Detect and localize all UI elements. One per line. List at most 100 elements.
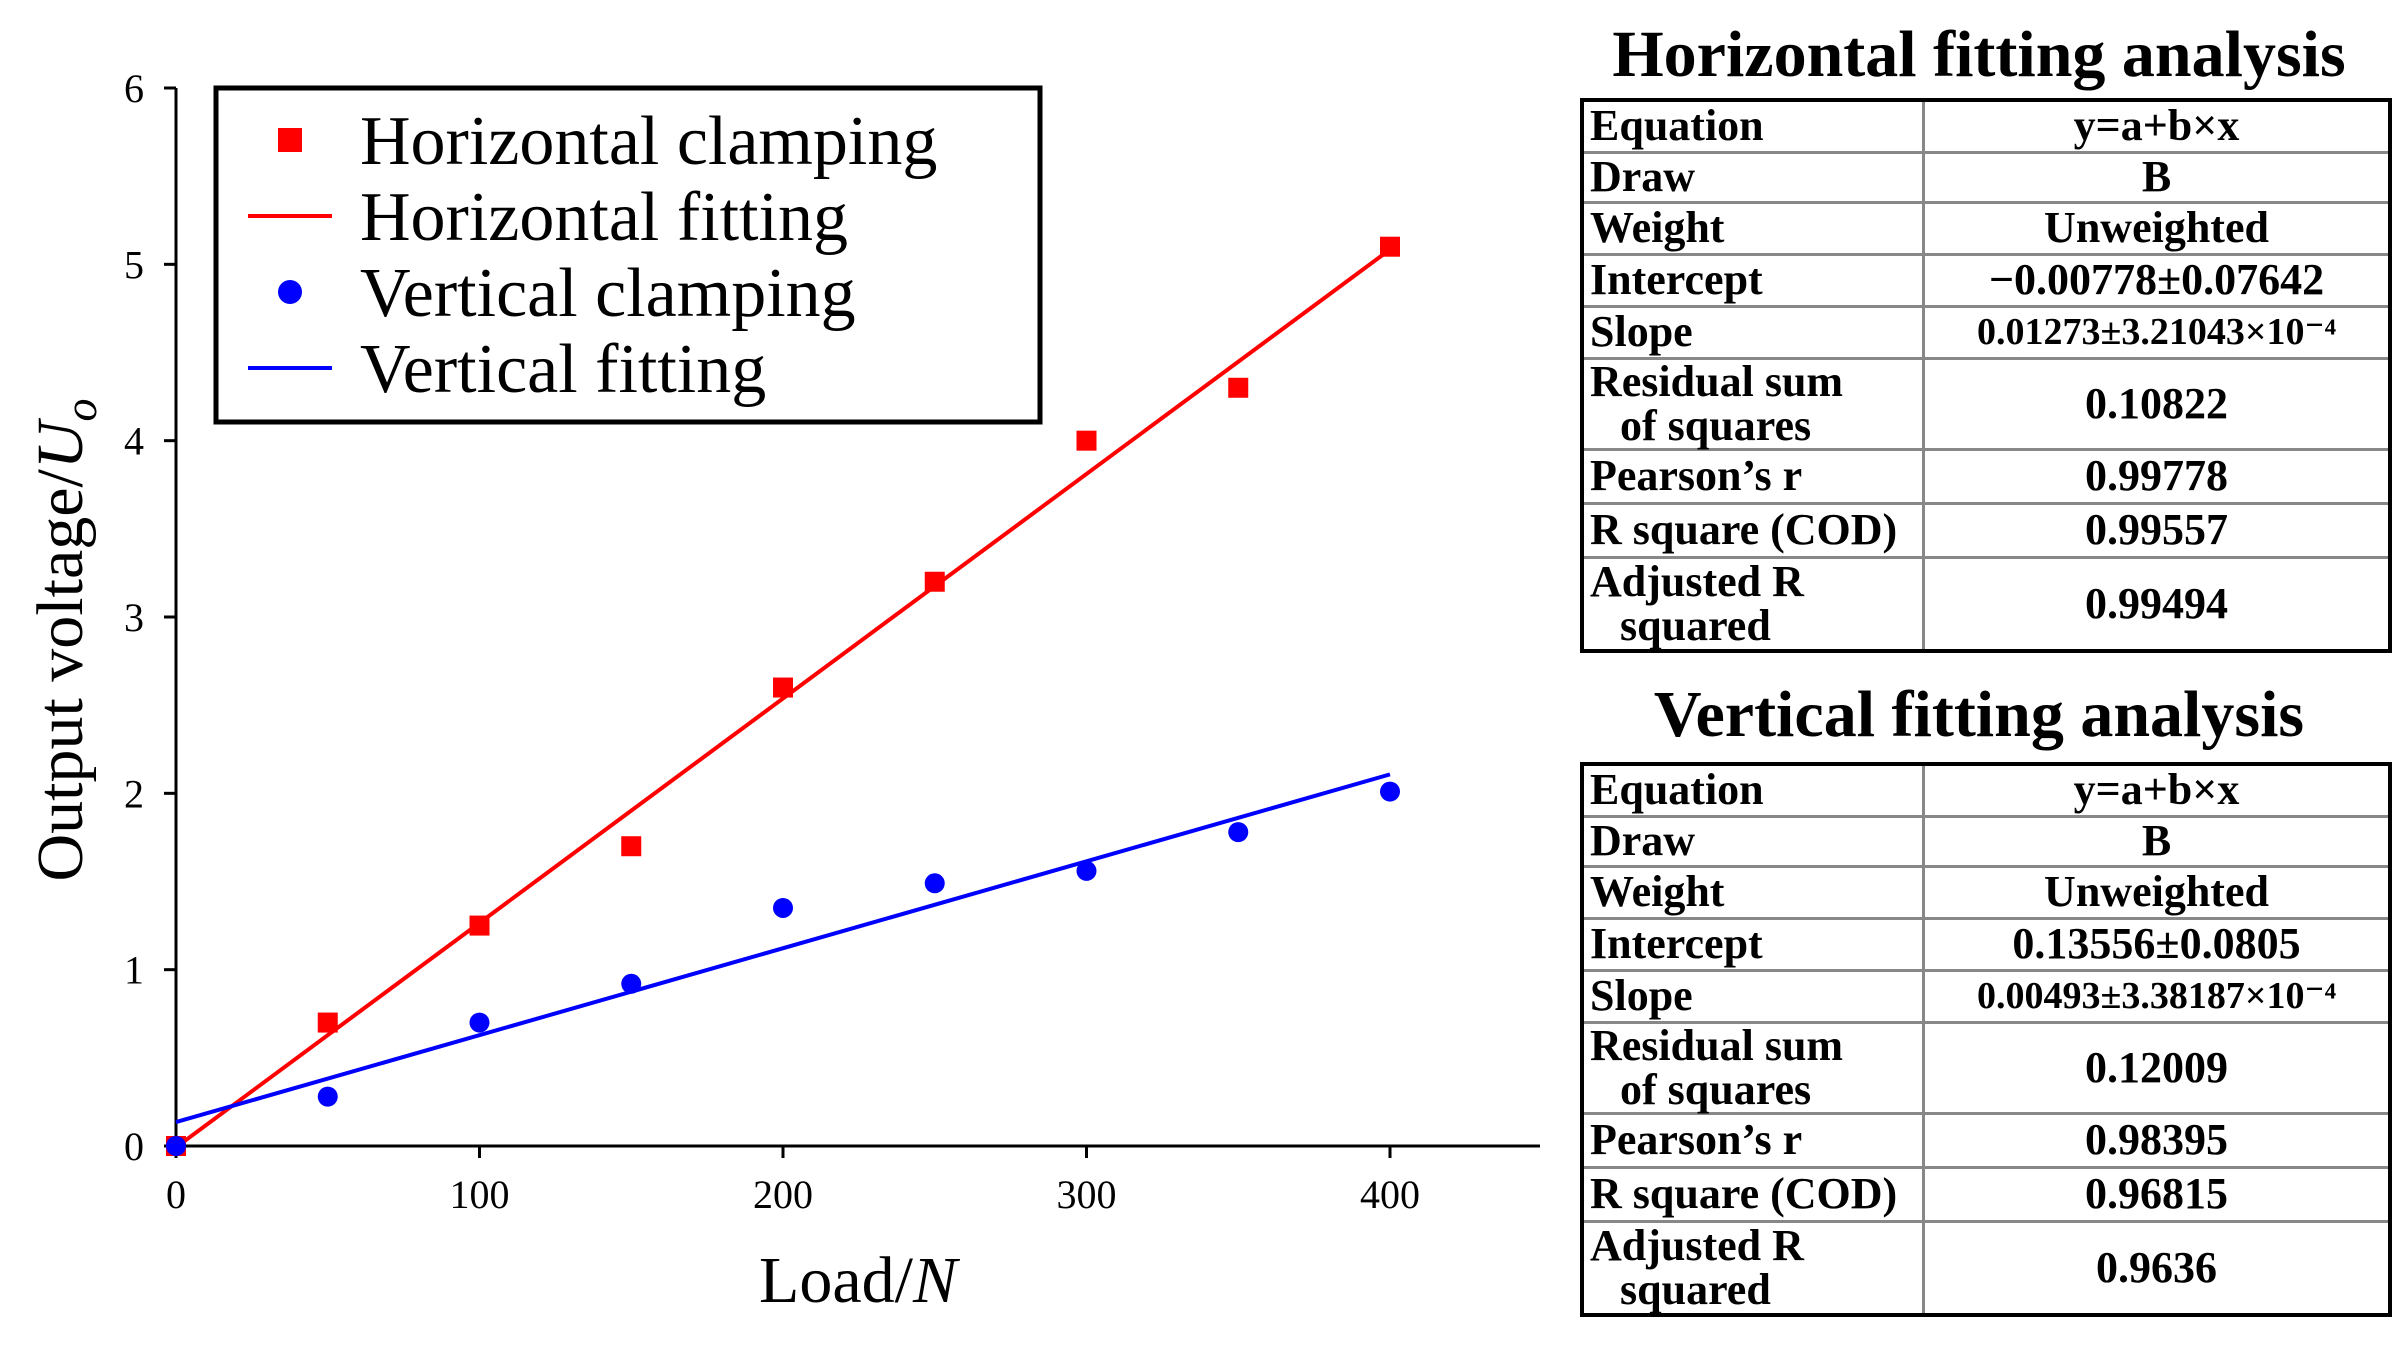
table-row: Equation y=a+b×x: [1580, 762, 2392, 818]
x-tick-label: 400: [1360, 1172, 1420, 1217]
param-name-line2: of squares: [1620, 1064, 1812, 1114]
table-row: Equation y=a+b×x: [1580, 98, 2392, 154]
param-name-line1: Slope: [1590, 971, 1693, 1020]
data-point-square: [773, 677, 793, 698]
param-value: 0.00493±3.38187×10⁻⁴: [1922, 968, 2392, 1024]
data-point-square: [1076, 430, 1097, 451]
data-point-circle: [621, 973, 642, 994]
data-point-circle: [1380, 781, 1400, 802]
param-name-line2: of squares: [1620, 400, 1812, 450]
param-name: Equation: [1580, 762, 1925, 818]
table-row: Pearson’s r 0.98395: [1580, 1111, 2392, 1169]
param-name-line1: Slope: [1590, 307, 1693, 356]
param-name-line1: Pearson’s r: [1590, 451, 1803, 500]
y-tick-label: 5: [124, 242, 144, 287]
param-name-line1: Draw: [1590, 152, 1696, 201]
table-row: Slope 0.01273±3.21043×10⁻⁴: [1580, 304, 2392, 360]
horizontal-analysis-table: Equation y=a+b×x Draw B Weight Unweighted Inte…: [1580, 98, 2392, 653]
legend-label: Vertical fitting: [360, 331, 766, 408]
y-tick-label: 0: [124, 1124, 144, 1169]
legend-box: [213, 85, 1043, 425]
data-point-circle: [1076, 860, 1097, 881]
vertical-analysis-title: Vertical fitting analysis: [1653, 678, 2305, 751]
y-tick-label: 3: [124, 595, 144, 640]
param-name: Draw: [1580, 814, 1925, 868]
param-value: 0.99557: [1922, 501, 2392, 559]
param-name-line1: R square (COD): [1590, 505, 1898, 554]
table-row: Pearson’s r 0.99778: [1580, 447, 2392, 505]
param-name: Pearson’s r: [1580, 1111, 1925, 1169]
x-axis-label: Load/N: [759, 1244, 961, 1317]
param-name: Weight: [1580, 200, 1925, 256]
horizontal-analysis-title: Horizontal fitting analysis: [1612, 18, 2346, 91]
param-name: R square (COD): [1580, 501, 1925, 559]
param-name: Equation: [1580, 98, 1925, 154]
data-point-circle: [317, 1086, 338, 1107]
fit-line: [175, 772, 1391, 1125]
y-tick-label: 6: [124, 66, 144, 111]
param-name: Slope: [1580, 304, 1925, 360]
param-name: Slope: [1580, 968, 1925, 1024]
param-name-line1: Equation: [1590, 101, 1764, 151]
data-point-circle: [166, 1136, 186, 1156]
x-tick-label: 300: [1057, 1172, 1117, 1217]
data-point-circle: [773, 897, 793, 918]
param-value: 0.10822: [1922, 356, 2392, 451]
legend-label: Horizontal clamping: [360, 103, 937, 180]
param-value: 0.13556±0.0805: [1922, 916, 2392, 972]
table-row: R square (COD) 0.96815: [1580, 1165, 2392, 1223]
data-point-square: [924, 571, 945, 592]
legend-label: Vertical clamping: [360, 255, 856, 332]
table-row: R square (COD) 0.99557: [1580, 501, 2392, 559]
param-name-line1: Adjusted R: [1590, 556, 1804, 606]
param-name: Draw: [1580, 150, 1925, 204]
y-tick-label: 2: [124, 771, 144, 816]
y-axis-label: Output voltage/Uo: [24, 398, 106, 881]
table-row: Residual sum of squares 0.12009: [1580, 1020, 2392, 1115]
param-value: B: [1922, 150, 2392, 204]
data-point-square: [621, 836, 642, 857]
table-row: Intercept −0.00778±0.07642: [1580, 252, 2392, 308]
data-point-square: [317, 1012, 338, 1033]
param-name-line1: Draw: [1590, 816, 1696, 865]
table-row: Weight Unweighted: [1580, 864, 2392, 920]
param-name-line1: Weight: [1590, 203, 1725, 252]
table-row: Weight Unweighted: [1580, 200, 2392, 256]
y-tick-label: 4: [124, 419, 144, 464]
param-name-line2: squared: [1620, 600, 1771, 650]
param-name-line1: R square (COD): [1590, 1169, 1898, 1218]
param-name-line1: Intercept: [1590, 255, 1763, 304]
param-name: Pearson’s r: [1580, 447, 1925, 505]
param-value: 0.9636: [1922, 1219, 2392, 1317]
param-value: Unweighted: [1922, 864, 2392, 920]
param-name-line1: Equation: [1590, 765, 1764, 815]
param-value: −0.00778±0.07642: [1922, 252, 2392, 308]
table-row: Draw B: [1580, 814, 2392, 868]
param-value: y=a+b×x: [1922, 98, 2392, 154]
data-point-square: [1380, 236, 1400, 257]
param-name: Intercept: [1580, 252, 1925, 308]
param-value: B: [1922, 814, 2392, 868]
table-row: Slope 0.00493±3.38187×10⁻⁴: [1580, 968, 2392, 1024]
x-tick-label: 200: [753, 1172, 813, 1217]
data-point-square: [1228, 377, 1249, 398]
param-name: Weight: [1580, 864, 1925, 920]
table-row: Draw B: [1580, 150, 2392, 204]
param-name: Residual sum of squares: [1580, 1020, 1925, 1115]
param-name: R square (COD): [1580, 1165, 1925, 1223]
param-name-line1: Pearson’s r: [1590, 1115, 1803, 1164]
data-point-circle: [1228, 822, 1249, 843]
table-row: Residual sum of squares 0.10822: [1580, 356, 2392, 451]
param-name-line1: Adjusted R: [1590, 1220, 1804, 1270]
param-name-line2: squared: [1620, 1264, 1771, 1314]
param-value: 0.12009: [1922, 1020, 2392, 1115]
legend-marker-circle: [278, 280, 302, 304]
param-value: 0.99778: [1922, 447, 2392, 505]
y-tick-label: 1: [124, 948, 144, 993]
param-value: Unweighted: [1922, 200, 2392, 256]
fit-line: [174, 247, 1392, 1149]
